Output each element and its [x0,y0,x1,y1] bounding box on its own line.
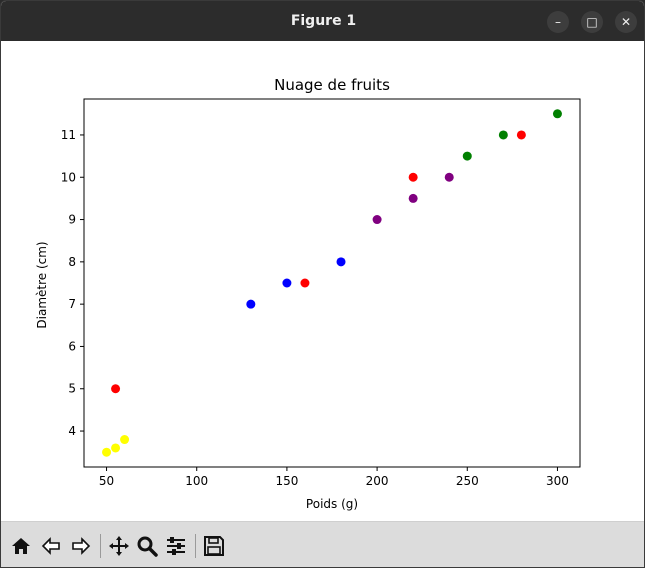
back-icon[interactable] [39,534,63,558]
data-point [300,278,310,288]
forward-icon[interactable] [69,534,93,558]
data-point [111,443,121,453]
y-axis-label: Diamètre (cm) [35,241,49,328]
y-tick-label: 5 [68,382,76,396]
configure-subplots-icon[interactable] [164,534,188,558]
data-point [444,172,454,182]
x-tick-label: 200 [366,474,389,488]
y-tick-label: 6 [68,339,76,353]
navigation-toolbar [1,521,644,567]
y-tick-label: 4 [68,424,76,438]
x-tick-label: 100 [185,474,208,488]
y-tick-label: 7 [68,297,76,311]
pan-icon[interactable] [107,534,131,558]
data-point [282,278,292,288]
chart-title: Nuage de fruits [274,76,390,94]
data-point [111,384,121,394]
x-tick-label: 300 [546,474,569,488]
x-tick-label: 50 [99,474,114,488]
data-point [408,193,418,203]
x-axis-label: Poids (g) [306,497,358,511]
minimize-icon[interactable]: – [547,11,569,33]
y-tick-label: 11 [61,128,76,142]
data-point [372,215,382,225]
data-point [516,130,526,140]
figure-canvas: Nuage de fruits Poids (g) Diamètre (cm) … [1,41,644,521]
data-point [552,109,562,119]
data-point [246,299,256,309]
data-point [462,151,472,161]
scatter-chart: Nuage de fruits Poids (g) Diamètre (cm) … [35,76,581,511]
close-icon[interactable]: ✕ [615,11,637,33]
x-tick-label: 250 [456,474,479,488]
y-tick-label: 9 [68,213,76,227]
home-icon[interactable] [9,534,33,558]
y-tick-label: 10 [61,170,76,184]
toolbar-separator [195,534,196,558]
data-point [336,257,346,267]
axis-ticks: 50 100 150 200 250 300 4 5 6 7 8 9 10 11 [61,128,569,488]
zoom-icon[interactable] [135,534,159,558]
data-point [102,447,112,457]
title-bar: Figure 1 – □ ✕ [1,1,644,41]
toolbar-separator [100,534,101,558]
y-tick-label: 8 [68,255,76,269]
save-icon[interactable] [202,534,226,558]
window-title: Figure 1 [290,13,357,29]
data-point [408,172,418,182]
data-point [498,130,508,140]
data-points [102,109,562,457]
x-tick-label: 150 [275,474,298,488]
plot-frame [83,98,581,468]
data-point [120,435,130,445]
maximize-icon[interactable]: □ [581,11,603,33]
